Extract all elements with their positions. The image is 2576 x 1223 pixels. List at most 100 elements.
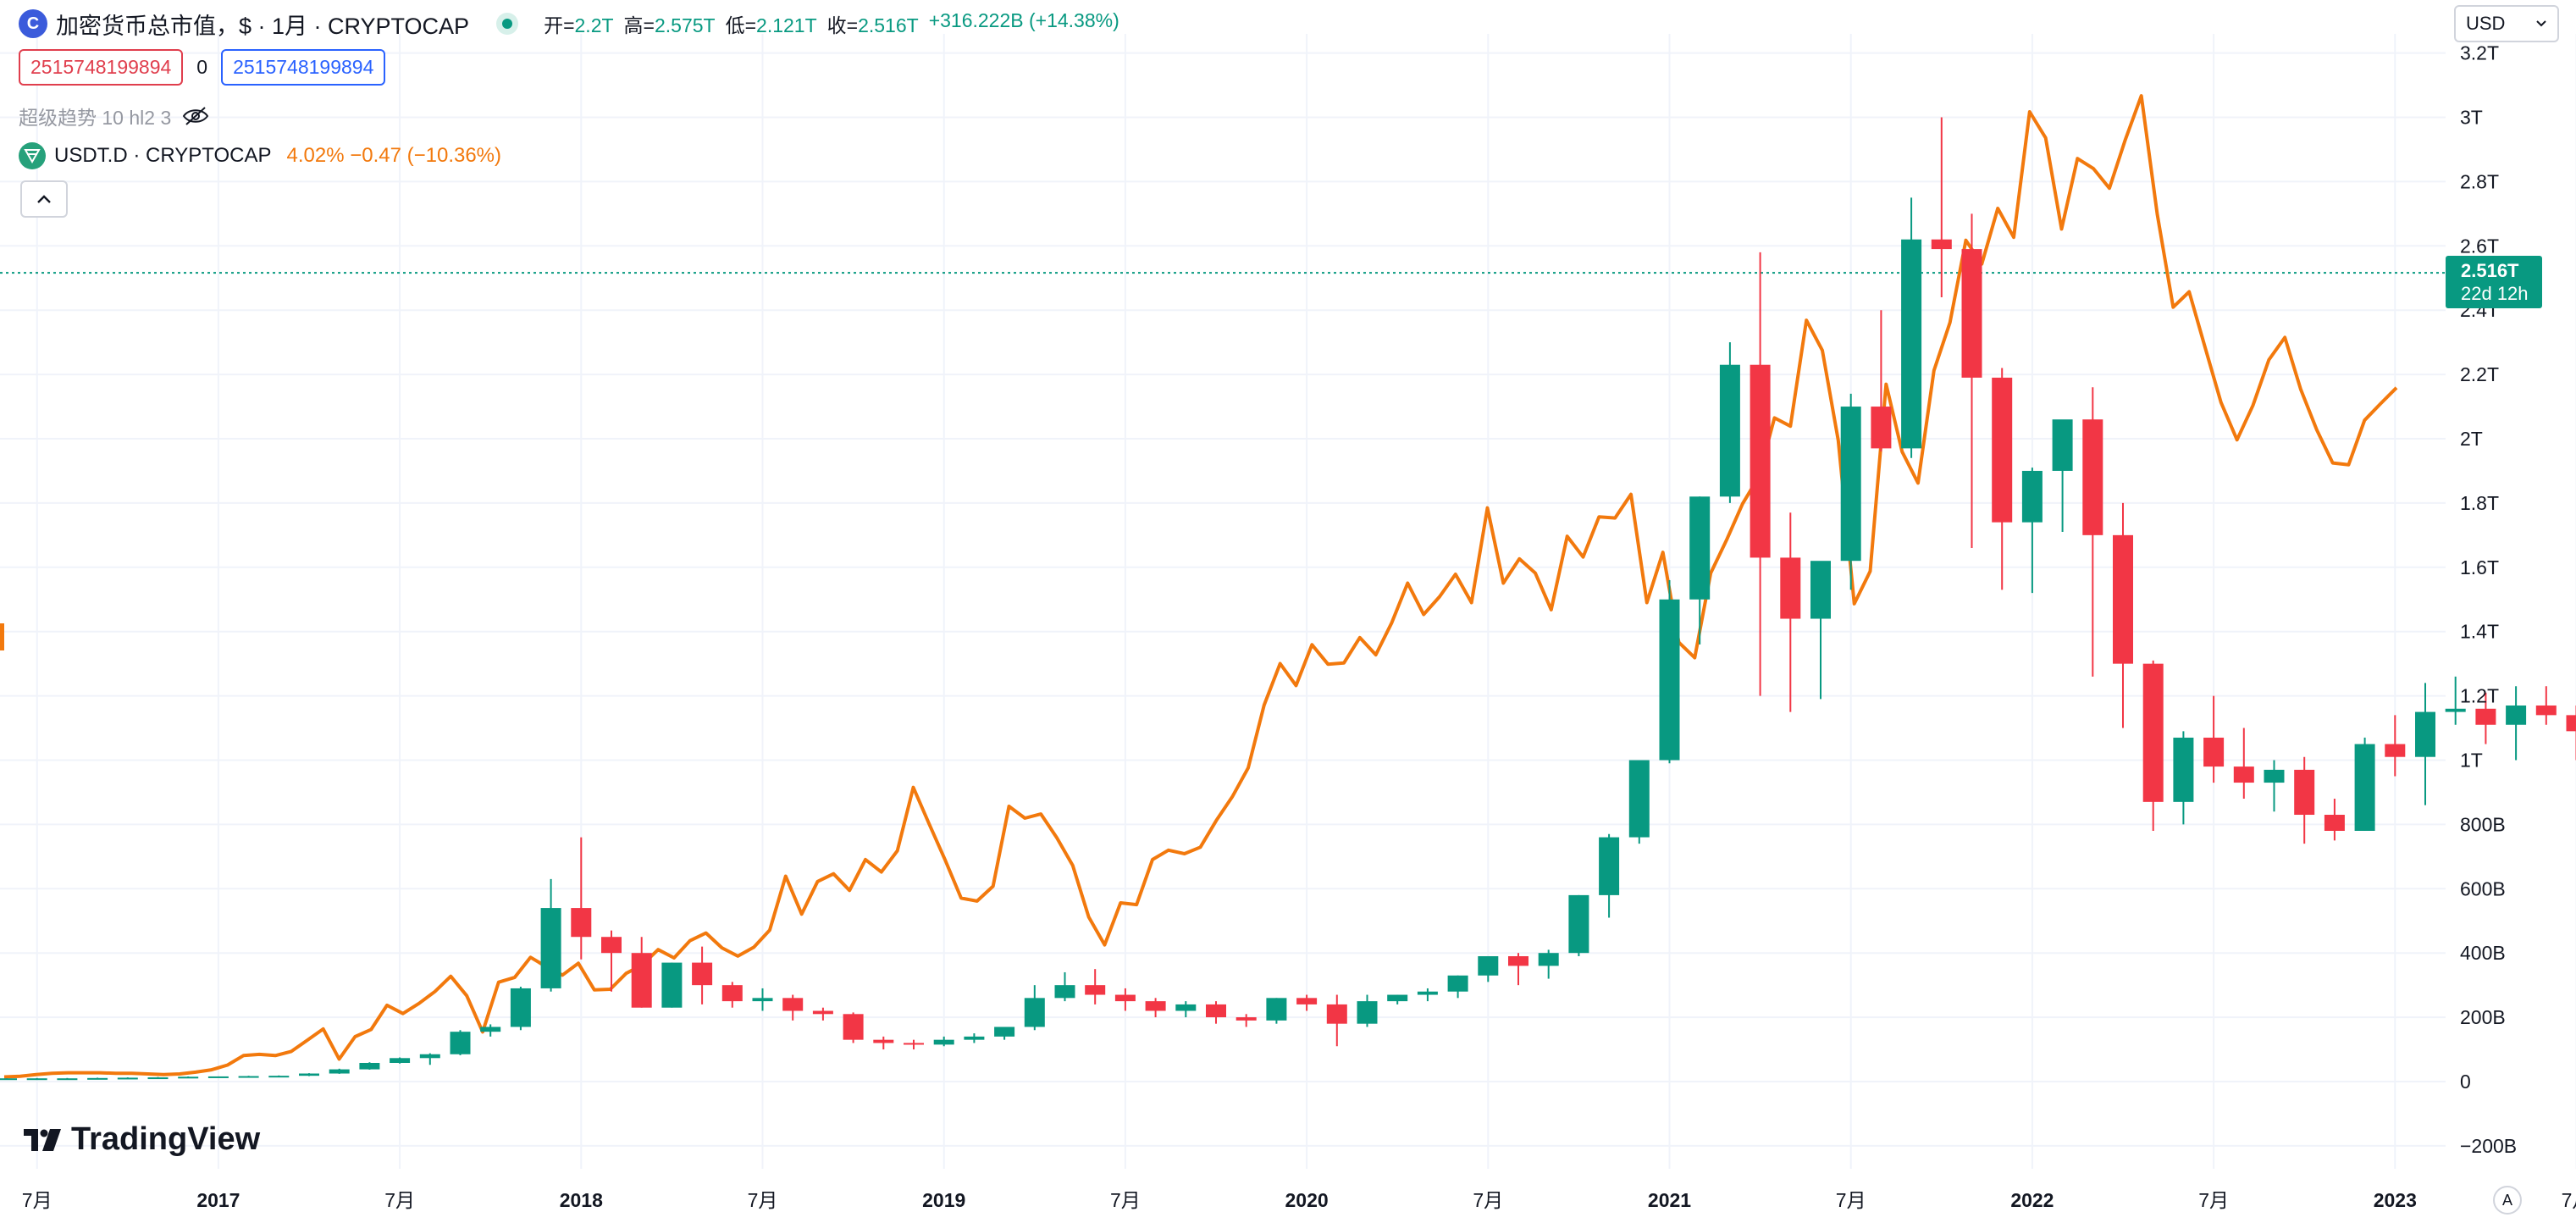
- candle-body: [2264, 769, 2285, 783]
- indicator-row[interactable]: 超级趋势 10 hl2 3: [19, 102, 210, 130]
- candle: [2052, 419, 2073, 533]
- candle: [1417, 988, 1438, 1002]
- candle: [721, 982, 743, 1008]
- y-tick-label: 400B: [2460, 942, 2506, 964]
- candle-body: [1689, 496, 1711, 600]
- collapse-legend-button[interactable]: [20, 180, 68, 218]
- candle-body: [419, 1054, 440, 1059]
- candle: [1568, 894, 1589, 956]
- candle-body: [1145, 1001, 1166, 1011]
- candle-body: [2354, 744, 2375, 831]
- x-tick-label: 7月: [2562, 1189, 2576, 1211]
- candle: [1810, 561, 1831, 700]
- low-label: 低=: [725, 14, 757, 36]
- candle: [0, 1078, 17, 1081]
- open-value: 2.2T: [574, 14, 614, 36]
- candle: [1266, 998, 1287, 1024]
- candle: [752, 988, 773, 1011]
- x-tick-label: 2018: [560, 1189, 603, 1211]
- candle-body: [2203, 737, 2225, 767]
- candle: [2475, 692, 2496, 744]
- candle: [843, 1012, 864, 1043]
- candle: [1780, 512, 1801, 712]
- candle-body: [752, 998, 773, 1002]
- candle: [601, 930, 622, 992]
- candle: [2385, 715, 2406, 777]
- y-tick-label: 0: [2460, 1071, 2471, 1093]
- candle-body: [1508, 955, 1528, 966]
- candle: [1447, 975, 1468, 999]
- candle-body: [933, 1039, 954, 1045]
- candle-body: [1266, 998, 1287, 1021]
- candle-body: [87, 1077, 108, 1080]
- candle-body: [2052, 419, 2073, 471]
- candle: [1175, 1001, 1197, 1018]
- candle: [1931, 117, 1952, 298]
- candle-body: [2475, 708, 2496, 725]
- overlay-scale-marker: [0, 623, 4, 650]
- candle-body: [1387, 994, 1408, 1002]
- candle-body: [359, 1062, 380, 1070]
- candle: [812, 1007, 833, 1021]
- y-tick-label: 2T: [2460, 428, 2483, 450]
- candles-layer: [0, 117, 2576, 1081]
- value-box-red[interactable]: 2515748199894: [19, 49, 184, 86]
- compare-row[interactable]: USDT.D · CRYPTOCAP 4.02% −0.47 (−10.36%): [19, 142, 501, 169]
- candle: [2203, 695, 2225, 783]
- candle-body: [1206, 1004, 1226, 1018]
- candle-body: [1235, 1017, 1257, 1021]
- market-status-icon[interactable]: [496, 13, 519, 35]
- candle-body: [178, 1076, 199, 1079]
- candle-body: [2566, 715, 2576, 732]
- candle-body: [1871, 407, 1892, 449]
- candle-body: [1810, 561, 1831, 619]
- candle: [147, 1076, 169, 1080]
- compare-symbol[interactable]: USDT.D · CRYPTOCAP: [54, 144, 272, 167]
- candle: [1206, 1001, 1226, 1024]
- candle: [964, 1033, 985, 1043]
- candle-body: [1447, 975, 1468, 992]
- candle-body: [2082, 419, 2103, 535]
- chevron-down-icon: [2536, 20, 2546, 27]
- x-tick-label: 2020: [1285, 1189, 1329, 1211]
- x-tick-label: 7月: [1836, 1189, 1866, 1211]
- candle: [571, 837, 592, 960]
- candle: [1235, 1014, 1257, 1027]
- hidden-eye-icon[interactable]: [181, 106, 210, 126]
- y-tick-label: 1.8T: [2460, 492, 2499, 514]
- candle-body: [1599, 837, 1620, 895]
- candle-body: [843, 1014, 864, 1040]
- candle-body: [782, 998, 804, 1011]
- indicator-label[interactable]: 超级趋势 10 hl2 3: [19, 107, 172, 129]
- y-tick-label: 1.4T: [2460, 621, 2499, 643]
- value-box-blue[interactable]: 2515748199894: [221, 49, 386, 86]
- candle-body: [2535, 705, 2557, 716]
- compare-values: 4.02% −0.47 (−10.36%): [286, 144, 502, 167]
- y-tick-label: 3.2T: [2460, 42, 2499, 64]
- candle: [2566, 705, 2576, 761]
- candle: [510, 987, 531, 1031]
- candle: [661, 962, 683, 1008]
- candle: [390, 1057, 411, 1064]
- candle-body: [1357, 1001, 1378, 1024]
- candle-body: [601, 937, 622, 954]
- candle: [2324, 799, 2345, 841]
- candle-body: [1961, 249, 1982, 378]
- symbol-title[interactable]: 加密货币总市值，$ · 1月 · CRYPTOCAP: [56, 13, 470, 39]
- candle-body: [1296, 998, 1318, 1004]
- tradingview-logo[interactable]: TradingView: [24, 1121, 260, 1158]
- high-label: 高=: [623, 14, 655, 36]
- candle-body: [873, 1039, 894, 1043]
- candle: [1599, 833, 1620, 918]
- y-tick-label: 1.6T: [2460, 556, 2499, 578]
- candle: [2233, 728, 2254, 800]
- currency-select[interactable]: USD: [2454, 5, 2559, 42]
- high-value: 2.575T: [654, 14, 716, 36]
- y-tick-label: 1.2T: [2460, 685, 2499, 707]
- candle: [1387, 994, 1408, 1004]
- auto-scale-button[interactable]: A: [2493, 1186, 2522, 1215]
- x-tick-label: 2017: [196, 1189, 240, 1211]
- candle: [1296, 994, 1318, 1011]
- y-tick-label: 1T: [2460, 750, 2483, 772]
